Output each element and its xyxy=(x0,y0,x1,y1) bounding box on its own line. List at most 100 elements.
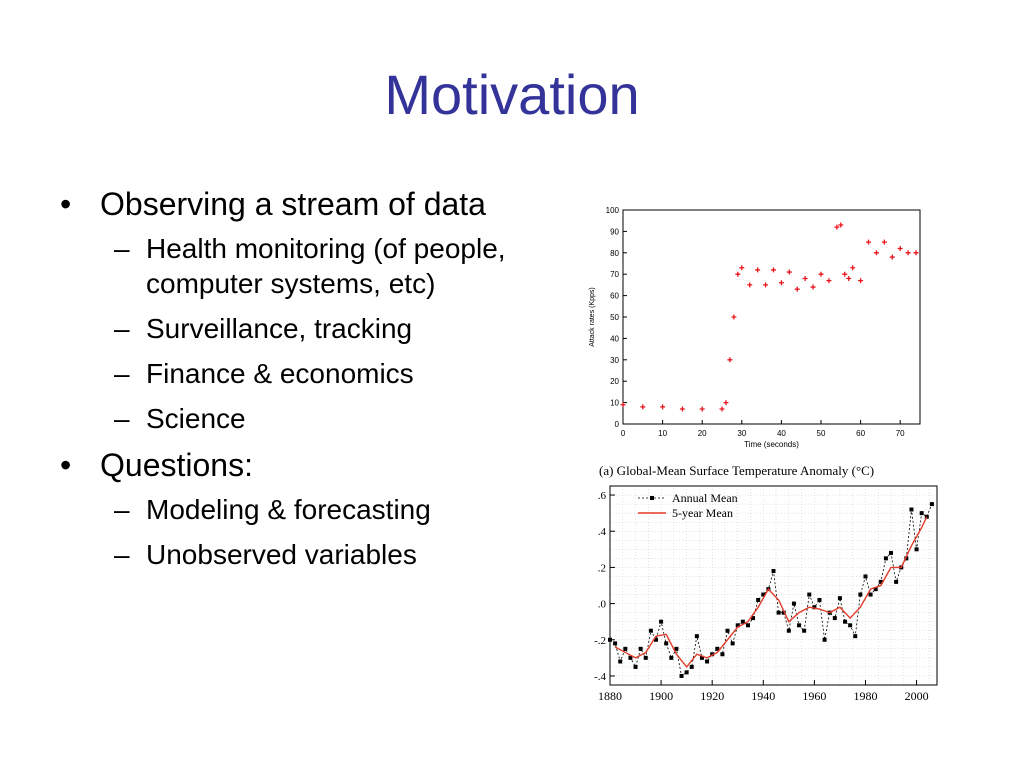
data-point-annual-mean xyxy=(648,628,653,633)
attack-rate-chart: 0 10 20 30 40 50 60 70 0 10 20 30 40 50 60 70 80 90 100 Tim… xyxy=(578,200,930,455)
data-point-annual-mean xyxy=(837,596,842,601)
chart-title: (a) Global-Mean Surface Temperature Anom… xyxy=(599,463,874,478)
data-point-annual-mean xyxy=(791,601,796,606)
data-point xyxy=(660,404,666,410)
data-point-annual-mean xyxy=(735,623,740,628)
data-point-annual-mean xyxy=(689,664,694,669)
bullet-marker: • xyxy=(60,186,72,222)
data-point xyxy=(739,265,745,271)
data-point-annual-mean xyxy=(889,550,894,555)
x-tick-label: 1920 xyxy=(700,689,724,703)
data-point-annual-mean xyxy=(623,646,628,651)
dash-marker: – xyxy=(114,494,130,525)
x-tick-label: 1940 xyxy=(751,689,775,703)
temperature-anomaly-chart: (a) Global-Mean Surface Temperature Anom… xyxy=(585,460,947,715)
data-point-annual-mean xyxy=(771,569,776,574)
data-point-annual-mean xyxy=(868,592,873,597)
data-point-annual-mean xyxy=(684,670,689,675)
data-point-annual-mean xyxy=(761,592,766,597)
data-point xyxy=(889,254,895,260)
data-point xyxy=(786,269,792,275)
data-point-annual-mean xyxy=(786,628,791,633)
bullet-marker: • xyxy=(60,447,72,483)
series-line-5-year-mean xyxy=(614,516,928,669)
data-point-annual-mean xyxy=(858,592,863,597)
data-point xyxy=(735,271,741,277)
data-point xyxy=(905,250,911,256)
bullet-item-questions: • Questions: – Modeling & forecasting – … xyxy=(60,446,510,572)
data-point xyxy=(850,265,856,271)
dash-marker: – xyxy=(114,539,130,570)
data-point-annual-mean xyxy=(710,652,715,657)
data-point xyxy=(838,222,844,228)
y-tick-label: .4 xyxy=(598,526,607,538)
y-tick-label: 60 xyxy=(610,292,619,301)
x-tick-label: 2000 xyxy=(905,689,929,703)
data-point xyxy=(747,282,753,288)
data-point-annual-mean xyxy=(843,619,848,624)
x-tick-label: 10 xyxy=(658,429,667,438)
data-point xyxy=(834,224,840,230)
dash-marker: – xyxy=(114,233,130,264)
data-point-annual-mean xyxy=(618,659,623,664)
data-point xyxy=(913,250,919,256)
data-point-annual-mean xyxy=(628,655,633,660)
x-axis-label: Time (seconds) xyxy=(744,440,799,449)
data-point xyxy=(731,314,737,320)
data-point-annual-mean xyxy=(720,652,725,657)
data-point-annual-mean xyxy=(659,619,664,624)
data-point-annual-mean xyxy=(756,597,761,602)
sub-bullet-item: – Modeling & forecasting xyxy=(60,492,510,527)
dash-marker: – xyxy=(114,313,130,344)
dash-marker: – xyxy=(114,358,130,389)
data-point xyxy=(640,404,646,410)
data-point-annual-mean xyxy=(848,623,853,628)
x-tick-label: 1900 xyxy=(649,689,673,703)
sub-bullet-text: Health monitoring (of people, computer s… xyxy=(146,233,506,299)
data-point-annual-mean xyxy=(807,592,812,597)
y-tick-label: 40 xyxy=(610,334,619,343)
data-point-annual-mean xyxy=(863,574,868,579)
data-point-annual-mean xyxy=(894,579,899,584)
y-tick-label: 10 xyxy=(610,399,619,408)
y-tick-label: 80 xyxy=(610,249,619,258)
data-point xyxy=(770,267,776,273)
attack-rate-chart-svg: 0 10 20 30 40 50 60 70 0 10 20 30 40 50 60 70 80 90 100 Tim… xyxy=(589,206,921,449)
x-tick-label: 0 xyxy=(621,429,626,438)
data-point-annual-mean xyxy=(832,616,837,621)
sub-bullet-text: Modeling & forecasting xyxy=(146,494,431,525)
data-point-annual-mean xyxy=(613,641,618,646)
sub-bullet-text: Finance & economics xyxy=(146,358,414,389)
bullet-item-observing: • Observing a stream of data – Health mo… xyxy=(60,185,510,436)
data-point-annual-mean xyxy=(669,655,674,660)
dash-marker: – xyxy=(114,403,130,434)
x-tick-label: 50 xyxy=(817,429,826,438)
data-point-annual-mean xyxy=(608,637,612,642)
data-point-annual-mean xyxy=(883,556,888,561)
data-point-annual-mean xyxy=(853,634,858,639)
y-axis-label: Attack rates (Kpps) xyxy=(589,287,596,347)
y-tick-label: 0 xyxy=(615,420,620,429)
data-point xyxy=(802,275,808,281)
x-tick-label: 40 xyxy=(777,429,786,438)
y-tick-label: 70 xyxy=(610,270,619,279)
data-point-annual-mean xyxy=(699,655,704,660)
data-point xyxy=(620,402,626,408)
x-tick-label: 1980 xyxy=(853,689,877,703)
series-line-annual-mean xyxy=(609,503,933,677)
data-point xyxy=(846,275,852,281)
data-point-annual-mean xyxy=(725,628,730,633)
sub-bullet-item: – Finance & economics xyxy=(60,356,510,391)
sub-bullet-item: – Unobserved variables xyxy=(60,537,510,572)
legend-marker-annual-mean xyxy=(650,496,654,500)
x-tick-label: 60 xyxy=(856,429,865,438)
bullet-text: Questions: xyxy=(100,447,253,483)
x-tick-label: 20 xyxy=(698,429,707,438)
data-point-annual-mean xyxy=(653,637,658,642)
data-point-annual-mean xyxy=(822,637,827,642)
data-point-annual-mean xyxy=(679,673,684,678)
data-point xyxy=(866,239,872,245)
data-point-annual-mean xyxy=(802,628,807,633)
data-point xyxy=(723,400,729,406)
y-tick-label: 90 xyxy=(610,227,619,236)
